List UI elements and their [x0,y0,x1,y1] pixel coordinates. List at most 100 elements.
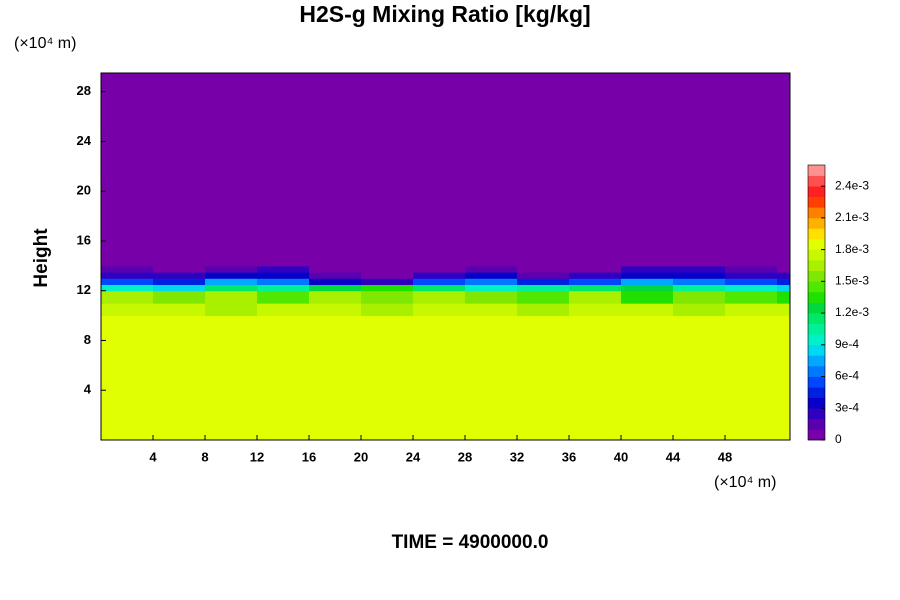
heat-cell [101,265,154,273]
heat-cell [153,265,206,273]
colorbar-band [808,313,825,324]
colorbar-band [808,165,825,176]
heat-cell [517,73,570,267]
y-tick-label: 16 [77,232,91,247]
x-tick-label: 40 [614,449,628,464]
heat-cell [153,303,206,317]
heat-cell [569,272,622,279]
colorbar-frame [807,164,826,441]
heat-cell [569,265,622,273]
heat-cell [673,284,726,292]
colorbar-band [808,334,825,346]
heat-cell [569,278,622,285]
heat-cell [673,315,726,441]
x-tick-label: 20 [354,449,368,464]
heat-cell [101,272,154,279]
heat-cell [517,315,570,441]
y-tick-label: 4 [84,382,92,397]
y-tick-label: 24 [77,133,92,148]
heat-cell [257,303,310,317]
heat-cell [673,265,726,273]
y-tick-label: 20 [77,183,91,198]
heat-cell [413,73,466,267]
heat-cell [517,303,570,317]
colorbar-band [808,429,825,441]
colorbar-tick-label: 9e-4 [835,337,859,351]
heat-cell [725,73,778,267]
heat-cell [517,272,570,279]
heat-cell [777,303,791,317]
heat-cell [413,272,466,279]
footer-time: TIME = 4900000.0 [392,532,549,553]
heat-cell [673,290,726,304]
heat-cell [309,315,362,441]
heat-cell [777,284,791,292]
colorbar-tick-label: 2.1e-3 [835,210,869,224]
heat-cell [205,290,258,304]
colorbar-tick-label: 0 [835,432,842,446]
heat-cell [205,265,258,273]
heat-cell [361,303,414,317]
heat-cell [361,278,414,285]
heat-cell [101,303,154,317]
colorbar-band [808,217,825,229]
heat-cell [725,278,778,285]
x-tick-label: 12 [250,449,264,464]
x-tick-label: 44 [666,449,681,464]
colorbar-band [808,270,825,282]
heat-cell [153,284,206,292]
x-tick-label: 16 [302,449,316,464]
heat-cell [673,272,726,279]
heat-cell [205,303,258,317]
x-tick-label: 4 [149,449,157,464]
colorbar-band [808,291,825,303]
colorbar-tick-label: 3e-4 [835,400,859,414]
heat-cell [257,278,310,285]
colorbar-band [808,387,825,398]
colorbar-band [808,302,825,314]
heat-cell [777,290,791,304]
heat-cell [361,272,414,279]
heat-cell [361,315,414,441]
heat-cell [361,265,414,273]
heat-cell [413,290,466,304]
x-tick-label: 24 [406,449,421,464]
colorbar-band [808,323,825,335]
colorbar-band [808,249,825,261]
heat-cell [361,284,414,292]
heat-cell [205,315,258,441]
colorbar-band [808,281,825,293]
y-axis-label: Height [31,228,52,288]
heat-cell [465,73,518,267]
colorbar-band [808,408,825,420]
heat-cell [777,278,791,285]
x-tick-label: 48 [718,449,732,464]
heat-cell [153,272,206,279]
heat-cell [517,284,570,292]
x-tick-label: 36 [562,449,576,464]
heat-cell [621,303,674,317]
heat-cell [673,303,726,317]
heat-cell [777,73,791,267]
heat-cell [205,73,258,267]
heat-cell [309,272,362,279]
colorbar-band [808,207,825,219]
heat-cell [777,265,791,273]
colorbar-band [808,365,825,377]
colorbar-band [808,239,825,250]
heat-cell [465,272,518,279]
heat-cell [361,290,414,304]
heat-cell [621,315,674,441]
colorbar-band [808,418,825,430]
heat-cell [465,278,518,285]
heat-cell [153,278,206,285]
heat-cell [465,303,518,317]
colorbar-band [808,186,825,198]
heat-cell [465,290,518,304]
colorbar-tick-label: 1.8e-3 [835,242,869,256]
heat-cell [257,284,310,292]
heat-cell [153,73,206,267]
heat-cell [621,290,674,304]
colorbar-tick-label: 6e-4 [835,369,859,383]
